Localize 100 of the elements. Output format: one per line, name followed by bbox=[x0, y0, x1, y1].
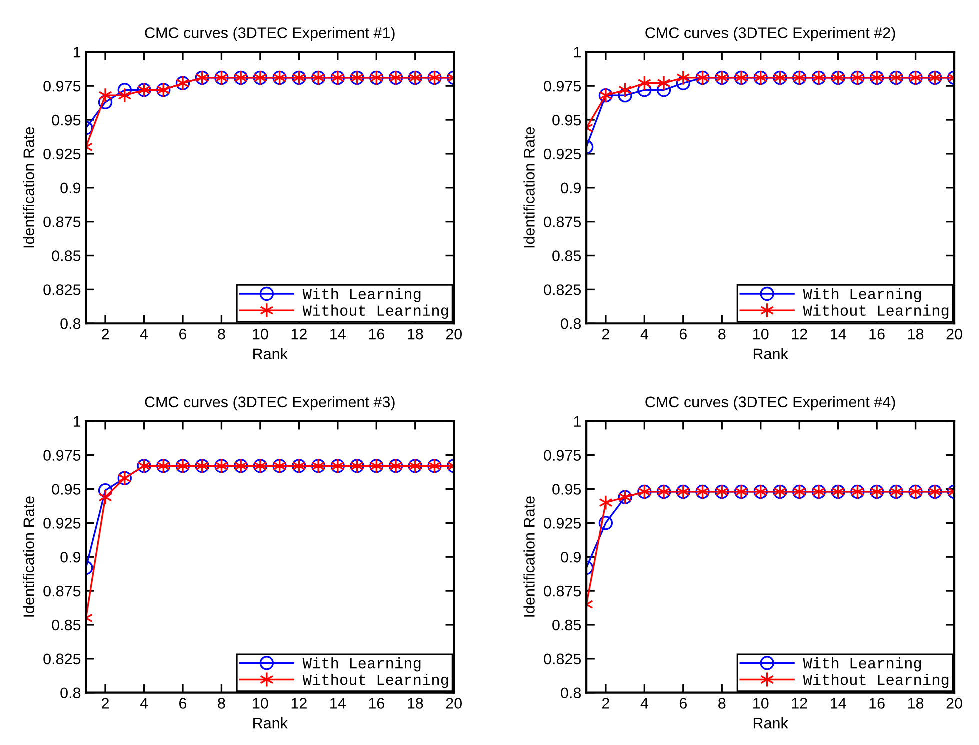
point bbox=[98, 484, 113, 498]
y-axis-title: Identification Rate bbox=[524, 127, 535, 248]
x-tick-label: 8 bbox=[218, 328, 226, 340]
x-tick-label: 16 bbox=[870, 698, 885, 709]
y-tick-label: 1 bbox=[74, 416, 81, 427]
y-tick-label: 0.85 bbox=[552, 250, 582, 262]
point bbox=[618, 88, 632, 103]
legend-label: With Learning bbox=[302, 657, 421, 672]
y-tick-label: 0.925 bbox=[544, 518, 582, 529]
legend-label: Without Learning bbox=[302, 674, 448, 688]
x-tick-label: 16 bbox=[369, 328, 384, 340]
y-tick-label: 0.875 bbox=[544, 216, 582, 228]
legend-label: Without Learning bbox=[803, 674, 949, 688]
y-tick-label: 0.975 bbox=[544, 450, 582, 461]
point bbox=[638, 83, 652, 98]
y-tick-label: 0.9 bbox=[60, 552, 81, 563]
x-axis-title: Rank bbox=[254, 718, 288, 729]
x-tick-label: 18 bbox=[408, 698, 424, 709]
x-tick-label: 10 bbox=[253, 328, 268, 340]
y-tick-label: 0.9 bbox=[561, 552, 581, 563]
x-tick-label: 12 bbox=[792, 698, 808, 709]
y-tick-label: 0.95 bbox=[52, 484, 81, 495]
x-tick-label: 20 bbox=[946, 328, 962, 340]
x-axis-title: Rank bbox=[754, 718, 788, 729]
chart-title: CMC curves (3DTEC Experiment #2) bbox=[646, 27, 896, 42]
x-tick-label: 14 bbox=[330, 329, 346, 340]
legend-label: With Learning bbox=[302, 288, 421, 303]
y-tick-label: 0.825 bbox=[544, 654, 582, 665]
point bbox=[599, 495, 613, 511]
y-tick-label: 0.925 bbox=[44, 148, 81, 160]
x-tick-label: 20 bbox=[946, 698, 962, 709]
x-tick-label: 8 bbox=[718, 328, 726, 340]
point bbox=[98, 95, 113, 110]
y-tick-label: 0.975 bbox=[44, 80, 81, 92]
y-tick-label: 0.825 bbox=[44, 654, 81, 665]
y-tick-label: 0.875 bbox=[544, 586, 582, 597]
y-tick-label: 1 bbox=[574, 47, 581, 58]
y-axis-title: Identification Rate bbox=[23, 127, 34, 248]
x-axis-title: Rank bbox=[754, 348, 788, 360]
x-tick-label: 8 bbox=[718, 698, 726, 709]
x-tick-label: 8 bbox=[218, 698, 226, 709]
x-tick-label: 2 bbox=[102, 328, 109, 340]
x-tick-label: 10 bbox=[253, 698, 268, 709]
chart-title: CMC curves (3DTEC Experiment #1) bbox=[145, 27, 395, 42]
y-tick-label: 0.8 bbox=[561, 318, 582, 330]
y-tick-label: 0.9 bbox=[561, 182, 581, 194]
x-tick-label: 18 bbox=[908, 328, 924, 340]
x-tick-label: 16 bbox=[369, 698, 384, 709]
legend-label: Without Learning bbox=[803, 304, 949, 320]
y-tick-label: 0.8 bbox=[561, 688, 582, 699]
point bbox=[118, 83, 132, 98]
y-tick-label: 0.85 bbox=[52, 250, 81, 262]
y-tick-label: 0.975 bbox=[44, 450, 81, 461]
y-tick-label: 1 bbox=[74, 47, 81, 58]
x-tick-label: 6 bbox=[180, 698, 187, 709]
y-tick-label: 0.925 bbox=[544, 148, 582, 160]
chart-title: CMC curves (3DTEC Experiment #3) bbox=[145, 396, 395, 411]
x-tick-label: 2 bbox=[602, 328, 610, 340]
y-tick-label: 0.85 bbox=[552, 620, 582, 631]
y-tick-label: 0.85 bbox=[52, 620, 81, 631]
point bbox=[98, 88, 112, 104]
x-tick-label: 4 bbox=[140, 698, 148, 709]
x-tick-label: 6 bbox=[680, 698, 687, 709]
x-tick-label: 10 bbox=[754, 698, 769, 709]
chart-title: CMC curves (3DTEC Experiment #4) bbox=[646, 396, 896, 411]
y-tick-label: 0.875 bbox=[44, 586, 81, 597]
x-tick-label: 12 bbox=[792, 328, 808, 340]
x-tick-label: 4 bbox=[640, 329, 648, 340]
y-tick-label: 0.95 bbox=[52, 114, 81, 126]
y-tick-label: 0.95 bbox=[552, 484, 582, 495]
y-tick-label: 0.825 bbox=[544, 284, 582, 296]
x-tick-label: 14 bbox=[330, 698, 346, 709]
y-tick-label: 0.825 bbox=[44, 284, 81, 296]
x-axis-title: Rank bbox=[254, 348, 288, 360]
y-tick-label: 0.8 bbox=[60, 688, 81, 699]
point bbox=[598, 516, 614, 530]
legend-label: With Learning bbox=[803, 288, 922, 303]
x-tick-label: 16 bbox=[870, 328, 885, 340]
x-tick-label: 2 bbox=[102, 698, 109, 709]
legend-label: Without Learning bbox=[302, 304, 448, 320]
point bbox=[656, 83, 672, 98]
legend-label: With Learning bbox=[803, 657, 922, 672]
x-tick-label: 12 bbox=[292, 698, 307, 709]
x-tick-label: 14 bbox=[831, 698, 846, 709]
point bbox=[676, 76, 690, 90]
x-tick-label: 4 bbox=[140, 329, 148, 340]
point bbox=[98, 490, 112, 506]
x-tick-label: 18 bbox=[908, 698, 924, 709]
x-tick-label: 18 bbox=[408, 328, 424, 340]
x-tick-label: 4 bbox=[640, 698, 648, 709]
y-tick-label: 0.925 bbox=[44, 518, 81, 529]
x-tick-label: 6 bbox=[180, 328, 187, 340]
y-tick-label: 0.8 bbox=[60, 318, 81, 330]
y-axis-title: Identification Rate bbox=[524, 496, 535, 617]
x-tick-label: 10 bbox=[754, 328, 769, 340]
y-tick-label: 0.95 bbox=[552, 114, 582, 126]
x-tick-label: 6 bbox=[680, 328, 687, 340]
x-tick-label: 20 bbox=[446, 698, 462, 709]
x-tick-label: 20 bbox=[446, 328, 462, 340]
y-axis-title: Identification Rate bbox=[23, 496, 34, 617]
